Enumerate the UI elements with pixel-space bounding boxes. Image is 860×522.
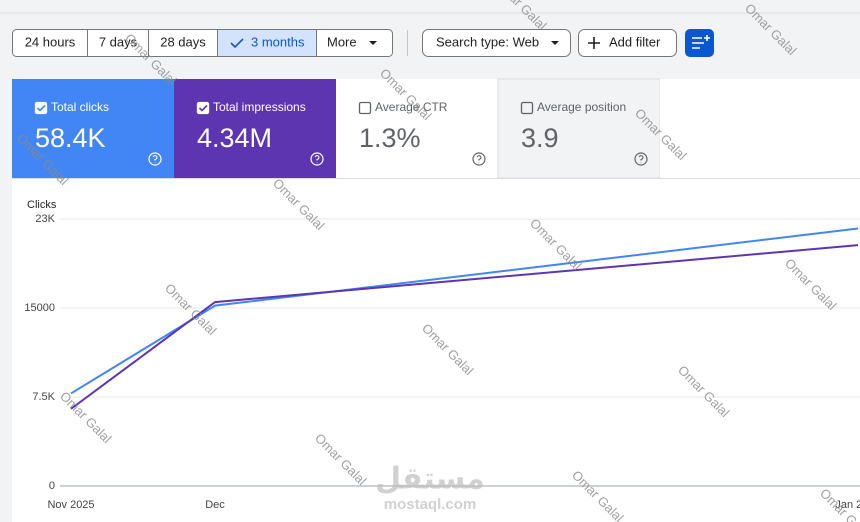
dropdown-icon [551, 41, 559, 45]
watermark-site: mostaql.com [384, 496, 477, 513]
filter-icon [692, 35, 710, 49]
help-icon-mark [152, 154, 158, 163]
metric-value: 1.3% [359, 123, 421, 153]
range-button[interactable]: 7 days [99, 34, 138, 49]
check-icon [230, 38, 244, 49]
metric-label: Average CTR [375, 100, 448, 114]
metric-label: Total impressions [213, 100, 306, 114]
range-selected-bg [217, 30, 317, 56]
checkbox-tick [198, 104, 208, 112]
plus-icon [588, 37, 600, 49]
help-icon-mark [476, 154, 482, 163]
metric-value: 58.4K [35, 123, 106, 153]
y-tick-label: 7.5K [32, 391, 55, 403]
metric-card[interactable] [336, 79, 498, 178]
add-filter-button[interactable] [578, 29, 677, 57]
x-tick-label: Nov 2025 [47, 499, 94, 511]
checkbox [520, 101, 534, 115]
checkbox-tick [36, 104, 46, 112]
checkbox [196, 101, 210, 115]
add-filter-label: Add filter [609, 34, 661, 49]
checkbox [34, 101, 48, 115]
range-button[interactable]: 3 months [251, 34, 305, 49]
help-icon [310, 152, 324, 166]
search-type-label: Search type: Web [436, 34, 539, 49]
metric-card[interactable] [12, 79, 174, 178]
metric-value: 4.34M [197, 123, 272, 153]
range-button[interactable]: 28 days [160, 34, 206, 49]
x-tick-label: Jan 2026 [835, 499, 860, 511]
help-icon-mark [314, 154, 320, 163]
y-tick-label: 23K [35, 213, 55, 225]
card-filler [660, 79, 860, 178]
x-tick-label: Dec [205, 499, 225, 511]
help-icon [634, 152, 648, 166]
range-button[interactable]: 24 hours [25, 34, 76, 49]
help-icon-mark [638, 154, 644, 163]
search-type-button[interactable] [422, 29, 571, 57]
metric-card[interactable] [497, 78, 661, 179]
y-tick-label: 0 [49, 480, 55, 492]
checkbox [358, 101, 372, 115]
watermark-logo: مستقل [375, 462, 485, 497]
metric-label: Total clicks [51, 100, 109, 114]
range-button[interactable]: More [327, 34, 357, 49]
metric-card[interactable] [174, 79, 336, 178]
data-line [70, 244, 859, 410]
dropdown-icon [369, 41, 377, 45]
chart-panel [12, 178, 860, 522]
y-axis-title: Clicks [27, 199, 57, 211]
y-tick-label: 15000 [24, 302, 55, 314]
help-icon [472, 152, 486, 166]
metric-label: Average position [537, 100, 626, 114]
data-line [70, 227, 859, 395]
help-icon [148, 152, 162, 166]
metric-value: 3.9 [521, 123, 559, 153]
